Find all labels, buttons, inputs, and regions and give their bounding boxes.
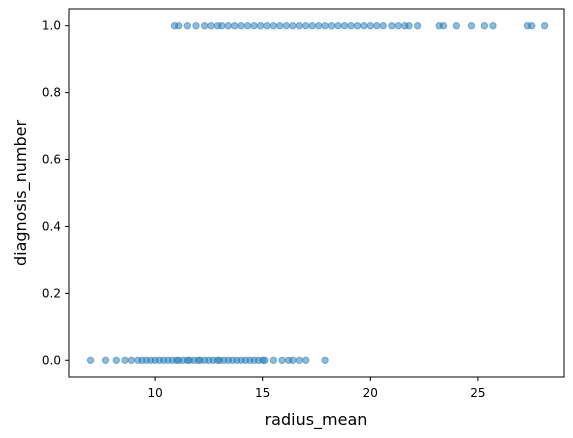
data-point bbox=[295, 356, 303, 364]
data-point bbox=[183, 22, 192, 30]
x-tick-label: 20 bbox=[363, 386, 378, 400]
data-point bbox=[289, 356, 297, 364]
data-point bbox=[327, 22, 336, 30]
data-point bbox=[243, 22, 252, 30]
data-point bbox=[480, 22, 489, 30]
data-point bbox=[261, 356, 269, 364]
x-tick-label: 10 bbox=[147, 386, 162, 400]
data-point bbox=[127, 356, 136, 364]
x-axis-ticks: 10 15 20 25 bbox=[147, 377, 486, 400]
data-point bbox=[379, 22, 387, 30]
data-point bbox=[231, 22, 239, 30]
data-point bbox=[373, 22, 381, 30]
data-point bbox=[256, 22, 265, 30]
data-point bbox=[314, 22, 323, 30]
x-tick-label: 25 bbox=[470, 386, 485, 400]
data-point bbox=[439, 22, 448, 30]
data-point bbox=[192, 22, 200, 30]
data-point bbox=[353, 22, 362, 30]
data-points bbox=[86, 22, 549, 364]
data-point bbox=[269, 22, 278, 30]
data-point bbox=[295, 22, 303, 30]
data-point bbox=[321, 22, 329, 30]
data-point bbox=[394, 22, 402, 30]
data-point bbox=[121, 356, 129, 364]
data-point bbox=[175, 22, 183, 30]
data-point bbox=[366, 22, 374, 30]
data-point bbox=[413, 22, 422, 30]
y-tick-label: 0.2 bbox=[42, 286, 61, 300]
data-point bbox=[112, 356, 121, 364]
y-tick-label: 0.8 bbox=[42, 86, 61, 100]
data-point bbox=[278, 356, 286, 364]
data-point bbox=[334, 22, 342, 30]
y-tick-label: 0.4 bbox=[42, 219, 61, 233]
data-point bbox=[282, 22, 291, 30]
data-point bbox=[302, 22, 310, 30]
plot-frame bbox=[68, 8, 565, 378]
data-point bbox=[388, 22, 396, 30]
data-point bbox=[528, 22, 536, 30]
data-point bbox=[200, 22, 209, 30]
data-point bbox=[308, 22, 316, 30]
y-tick-label: 0.0 bbox=[42, 353, 61, 367]
data-point bbox=[302, 356, 310, 364]
data-point bbox=[237, 22, 245, 30]
data-point bbox=[405, 22, 413, 30]
data-point bbox=[467, 22, 476, 30]
data-point bbox=[224, 22, 232, 30]
data-point bbox=[540, 22, 549, 30]
data-point bbox=[207, 22, 215, 30]
data-point bbox=[340, 22, 349, 30]
y-tick-label: 1.0 bbox=[42, 19, 61, 33]
data-point bbox=[250, 22, 258, 30]
data-point bbox=[489, 22, 497, 30]
x-tick-label: 15 bbox=[255, 386, 270, 400]
data-point bbox=[218, 22, 226, 30]
data-point bbox=[347, 22, 355, 30]
data-point bbox=[86, 356, 95, 364]
x-axis-label: radius_mean bbox=[265, 410, 368, 430]
data-point bbox=[289, 22, 297, 30]
data-point bbox=[101, 356, 110, 364]
data-point bbox=[269, 356, 278, 364]
data-point bbox=[360, 22, 368, 30]
data-point bbox=[263, 22, 271, 30]
y-axis-ticks: 0.0 0.2 0.4 0.6 0.8 1.0 bbox=[42, 19, 69, 367]
y-tick-label: 0.6 bbox=[42, 153, 61, 167]
data-point bbox=[321, 356, 329, 364]
y-axis-label: diagnosis_number bbox=[11, 120, 31, 266]
data-point bbox=[452, 22, 461, 30]
data-point bbox=[276, 22, 284, 30]
